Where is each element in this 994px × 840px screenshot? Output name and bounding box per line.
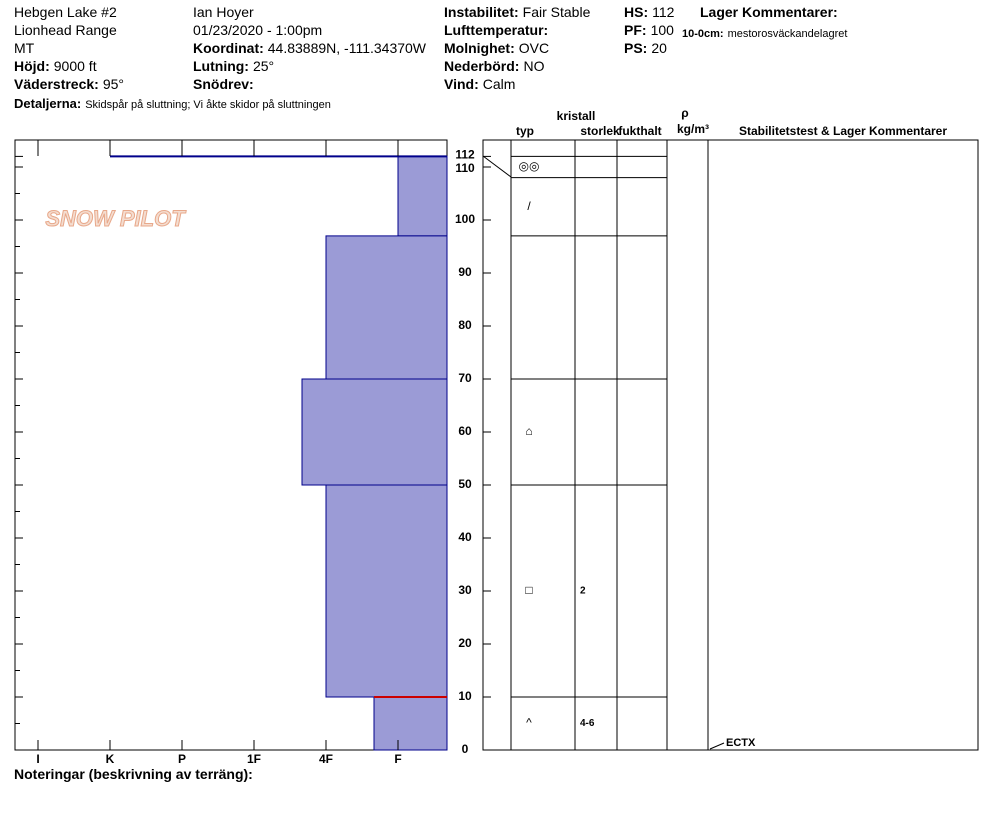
column-header: Stabilitetstest & Lager Kommentarer	[739, 124, 947, 138]
label: 10-0cm:	[682, 28, 724, 40]
grain-symbol: ⌂	[525, 424, 532, 438]
stability-field: Instabilitet: Fair Stable	[444, 4, 590, 20]
label: Lager Kommentarer:	[700, 4, 838, 20]
column-header: storlek	[580, 124, 620, 138]
sky-field: Molnighet: OVC	[444, 40, 549, 56]
value: OVC	[518, 40, 550, 56]
grain-symbol: /	[527, 199, 531, 213]
x-tick-label: I	[36, 752, 39, 766]
x-tick-label: P	[178, 752, 186, 766]
hardness-layer	[325, 484, 448, 698]
label: Snödrev:	[193, 76, 254, 92]
value: 20	[651, 40, 667, 56]
y-tick-label: 110	[455, 161, 475, 175]
grain-size: 4-6	[580, 718, 595, 729]
airtemp-field: Lufttemperatur:	[444, 22, 552, 38]
value: 44.83889N, -111.34370W	[267, 40, 427, 56]
column-header: ρ	[681, 106, 688, 120]
label: Nederbörd:	[444, 58, 520, 74]
aspect-field: Väderstreck: 95°	[14, 76, 124, 92]
label: PS:	[624, 40, 648, 56]
column-header: kg/m³	[677, 122, 709, 136]
hardness-layer	[301, 378, 448, 486]
state: MT	[14, 40, 35, 56]
column-header: typ	[516, 124, 534, 138]
hardness-layer	[397, 155, 448, 237]
ps-field: PS: 20	[624, 40, 667, 56]
layer-comment: 10-0cm: mestorosväckandelagret	[682, 24, 847, 40]
value: 100	[650, 22, 674, 38]
details-field: Detaljerna: Skidspår på sluttning; Vi åkt…	[14, 95, 331, 111]
y-tick-label: 80	[458, 318, 472, 332]
grain-symbol: ◎◎	[519, 159, 540, 173]
y-tick-label: 60	[458, 424, 472, 438]
y-tick-label: 10	[458, 689, 472, 703]
grain-frame	[482, 139, 979, 751]
label: Detaljerna:	[14, 96, 82, 111]
range: Lionhead Range	[14, 22, 117, 38]
value: mestorosväckandelagret	[727, 28, 848, 40]
value: 95°	[102, 76, 124, 92]
column-header: kristall	[557, 109, 596, 123]
grain-symbol: □	[525, 583, 532, 597]
x-tick-label: F	[394, 752, 401, 766]
wind-field: Vind: Calm	[444, 76, 515, 92]
coord-field: Koordinat: 44.83889N, -111.34370W	[193, 40, 426, 56]
label: PF:	[624, 22, 647, 38]
y-tick-label: 90	[458, 265, 472, 279]
label: Lufttemperatur:	[444, 22, 549, 38]
drift-field: Snödrev:	[193, 76, 258, 92]
value: Skidspår på sluttning; Vi åkte skidor på…	[85, 99, 331, 111]
slope-field: Lutning: 25°	[193, 58, 274, 74]
grain-size: 2	[580, 586, 586, 597]
logo: SNOW PILOT	[45, 206, 186, 231]
notes-label: Noteringar (beskrivning av terräng):	[14, 766, 253, 782]
elevation-field: Höjd: 9000 ft	[14, 58, 97, 74]
label: Lutning:	[193, 58, 249, 74]
x-tick-label: K	[106, 752, 115, 766]
column-header: fukthalt	[618, 124, 661, 138]
value: 112	[652, 4, 675, 20]
y-tick-label: 70	[458, 371, 472, 385]
label: Väderstreck:	[14, 76, 99, 92]
test-arrow	[709, 742, 725, 750]
observer: Ian Hoyer	[193, 4, 254, 20]
label: Instabilitet:	[444, 4, 519, 20]
value: Fair Stable	[522, 4, 591, 20]
y-tick-label: 0	[462, 742, 469, 756]
test-result: ECTX	[726, 737, 756, 749]
label: Molnighet:	[444, 40, 515, 56]
location: Hebgen Lake #2	[14, 4, 117, 20]
hs-field: HS: 112	[624, 4, 674, 20]
hardness-layer	[325, 235, 448, 380]
hardness-layer	[373, 696, 448, 751]
label: Koordinat:	[193, 40, 264, 56]
layer-comments-label: Lager Kommentarer:	[700, 4, 842, 20]
value: NO	[523, 58, 545, 74]
datetime: 01/23/2020 - 1:00pm	[193, 22, 323, 38]
top-label-leader	[482, 155, 512, 178]
value: Calm	[482, 76, 516, 92]
label: HS:	[624, 4, 649, 20]
precip-field: Nederbörd: NO	[444, 58, 544, 74]
value: 25°	[252, 58, 275, 74]
y-tick-label: 50	[458, 477, 472, 491]
label: Vind:	[444, 76, 479, 92]
y-tick-label: 100	[455, 212, 475, 226]
x-tick-label: 4F	[319, 752, 333, 766]
label: Höjd:	[14, 58, 50, 74]
grain-symbol: ^	[526, 716, 532, 730]
x-tick-label: 1F	[247, 752, 261, 766]
pf-field: PF: 100	[624, 22, 674, 38]
value: 9000 ft	[53, 58, 97, 74]
y-tick-label: 20	[458, 636, 472, 650]
y-tick-label: 112	[455, 148, 475, 162]
y-tick-label: 30	[458, 583, 472, 597]
y-tick-label: 40	[458, 530, 472, 544]
